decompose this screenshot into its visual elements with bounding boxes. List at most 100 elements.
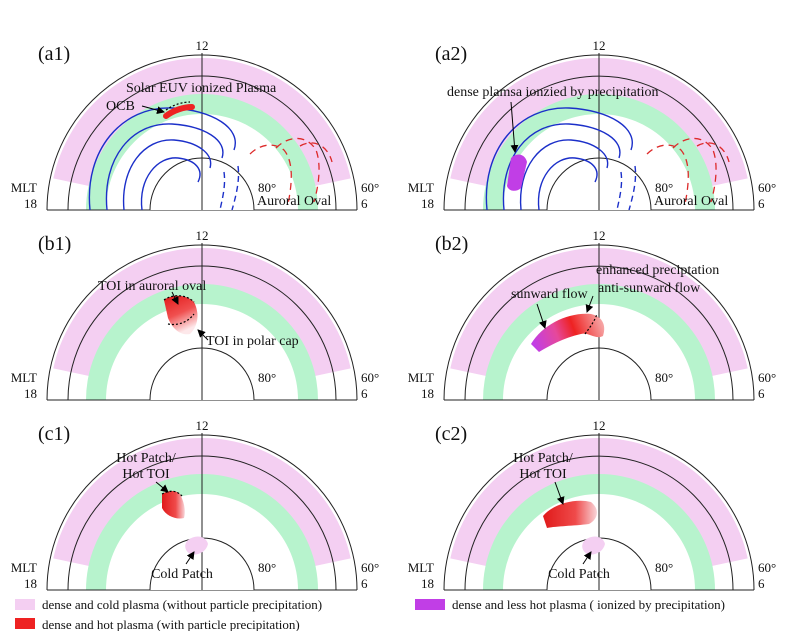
toi-patch <box>164 295 198 335</box>
mlt-12-label: 12 <box>593 38 606 53</box>
legend-cold-label: dense and cold plasma (without particle … <box>42 597 322 612</box>
mlt-12-label: 12 <box>593 228 606 243</box>
lat-80-label: 80° <box>655 560 673 575</box>
toi-polar-cap-label: TOI in polar cap <box>206 334 299 349</box>
convection-contour-dashed <box>231 165 240 211</box>
mlt-6-label: 6 <box>361 386 368 401</box>
lat-60-label: 60° <box>758 180 776 195</box>
hot-toi-label: Hot TOI <box>519 467 567 482</box>
auroral-oval-band <box>483 474 715 590</box>
lat-80-label: 80° <box>258 560 276 575</box>
mlt-18-label: 18 <box>421 576 434 591</box>
mlt-18-label: 18 <box>24 386 37 401</box>
legend-hot-label: dense and hot plasma (with particle prec… <box>42 617 300 631</box>
mlt-18-label: 18 <box>24 196 37 211</box>
flow-patch <box>531 313 605 352</box>
hot-patch-label: Hot Patch/ <box>116 451 176 466</box>
auroral-oval-band <box>86 474 318 590</box>
cold-patch <box>582 536 605 555</box>
mlt-12-label: 12 <box>196 418 209 433</box>
legend-swatch-less-hot <box>415 599 445 610</box>
auroral-oval-band <box>483 94 715 210</box>
panel-label: (b2) <box>435 233 468 255</box>
precipitation-plasma <box>507 154 527 191</box>
convection-contour-dashed <box>219 171 226 211</box>
convection-contour <box>519 139 609 211</box>
mlt-6-label: 6 <box>758 196 765 211</box>
cold-patch-arrow <box>185 551 195 565</box>
lat-60-label: 60° <box>758 560 776 575</box>
dense-plasma-arrow <box>510 101 519 153</box>
lat-60-label: 60° <box>361 370 379 385</box>
legend-less-hot-label: dense and less hot plasma ( ionized by p… <box>452 597 725 612</box>
legend-swatch-hot <box>15 618 35 629</box>
mlt-label: MLT <box>11 560 37 575</box>
dawn-flow-line <box>275 137 320 203</box>
mlt-label: MLT <box>11 370 37 385</box>
panel-label: (c1) <box>38 423 70 445</box>
enhanced-precipitation-label: enhanced preciptation <box>596 263 719 278</box>
dawn-flow-line <box>299 142 333 163</box>
cold-plasma-region <box>53 57 351 190</box>
anti-sunward-arrow <box>585 295 594 313</box>
cold-plasma-region <box>53 248 351 380</box>
cold-plasma-region <box>53 437 351 570</box>
convection-contour <box>502 123 621 211</box>
dawn-flow-line <box>696 142 730 163</box>
mlt-label: MLT <box>408 560 434 575</box>
ocb-marker <box>163 104 195 119</box>
panel-label: (a2) <box>435 43 467 65</box>
hot-patch <box>162 491 185 519</box>
convection-contour-dashed <box>628 165 637 211</box>
cold-plasma-region <box>450 58 748 190</box>
cold-patch <box>185 536 208 555</box>
dawn-flow-line <box>646 144 689 205</box>
solar-euv-label: Solar EUV ionized Plasma <box>126 81 277 96</box>
cold-plasma-region <box>450 248 748 380</box>
convection-cell <box>485 107 637 211</box>
toi-boundary-top <box>163 295 195 303</box>
hot-patch-arrow <box>554 481 565 505</box>
mlt-label: MLT <box>408 180 434 195</box>
auroral-oval-band <box>483 284 715 400</box>
dawn-flow <box>249 137 333 205</box>
lat-80-label: 80° <box>655 180 673 195</box>
mlt-label: MLT <box>408 370 434 385</box>
lat-60-label: 60° <box>361 180 379 195</box>
convection-contour <box>485 107 633 211</box>
mlt-6-label: 6 <box>758 576 765 591</box>
mlt-12-label: 12 <box>593 418 606 433</box>
lat-60-label: 60° <box>758 370 776 385</box>
mlt-6-label: 6 <box>361 576 368 591</box>
mlt-18-label: 18 <box>421 386 434 401</box>
flow-boundary <box>584 313 598 335</box>
anti-sunward-label: anti-sunward flow <box>598 281 701 296</box>
auroral-oval-label: Auroral Oval <box>257 194 331 209</box>
hot-patch-arrow <box>155 481 169 493</box>
sunward-flow-label: sunward flow <box>511 287 588 302</box>
auroral-oval-band <box>86 94 318 210</box>
toi-oval-arrow <box>171 291 179 305</box>
lat-60-label: 60° <box>361 560 379 575</box>
dawn-flow <box>646 137 730 205</box>
dense-plasma-label: dense plamsa ionzied by precipitation <box>447 85 659 100</box>
dawn-flow-line <box>672 137 717 203</box>
convection-contour <box>105 123 224 211</box>
hot-patch <box>543 500 597 528</box>
lat-80-label: 80° <box>258 370 276 385</box>
auroral-oval-label: Auroral Oval <box>654 194 728 209</box>
convection-cell <box>88 107 240 211</box>
hot-patch-label: Hot Patch/ <box>513 451 573 466</box>
mlt-6-label: 6 <box>361 196 368 211</box>
lat-80-label: 80° <box>655 370 673 385</box>
legend-swatch-cold <box>15 599 35 610</box>
mlt-18-label: 18 <box>24 576 37 591</box>
dawn-flow-line <box>249 144 292 205</box>
